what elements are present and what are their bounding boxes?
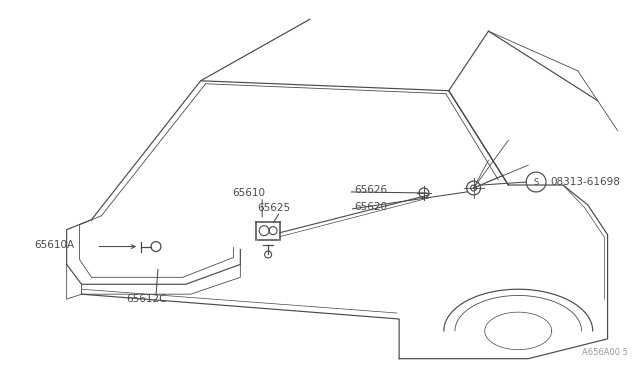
Text: 65620: 65620 bbox=[355, 202, 387, 212]
Text: A656A00 5: A656A00 5 bbox=[582, 348, 627, 357]
Text: 65610: 65610 bbox=[232, 188, 266, 198]
Text: 65610A: 65610A bbox=[34, 240, 74, 250]
Text: 65612C: 65612C bbox=[126, 294, 166, 304]
Text: 65625: 65625 bbox=[257, 203, 291, 213]
Text: S: S bbox=[534, 177, 539, 186]
Text: 65626: 65626 bbox=[355, 185, 388, 195]
Text: 08313-61698: 08313-61698 bbox=[550, 177, 620, 187]
